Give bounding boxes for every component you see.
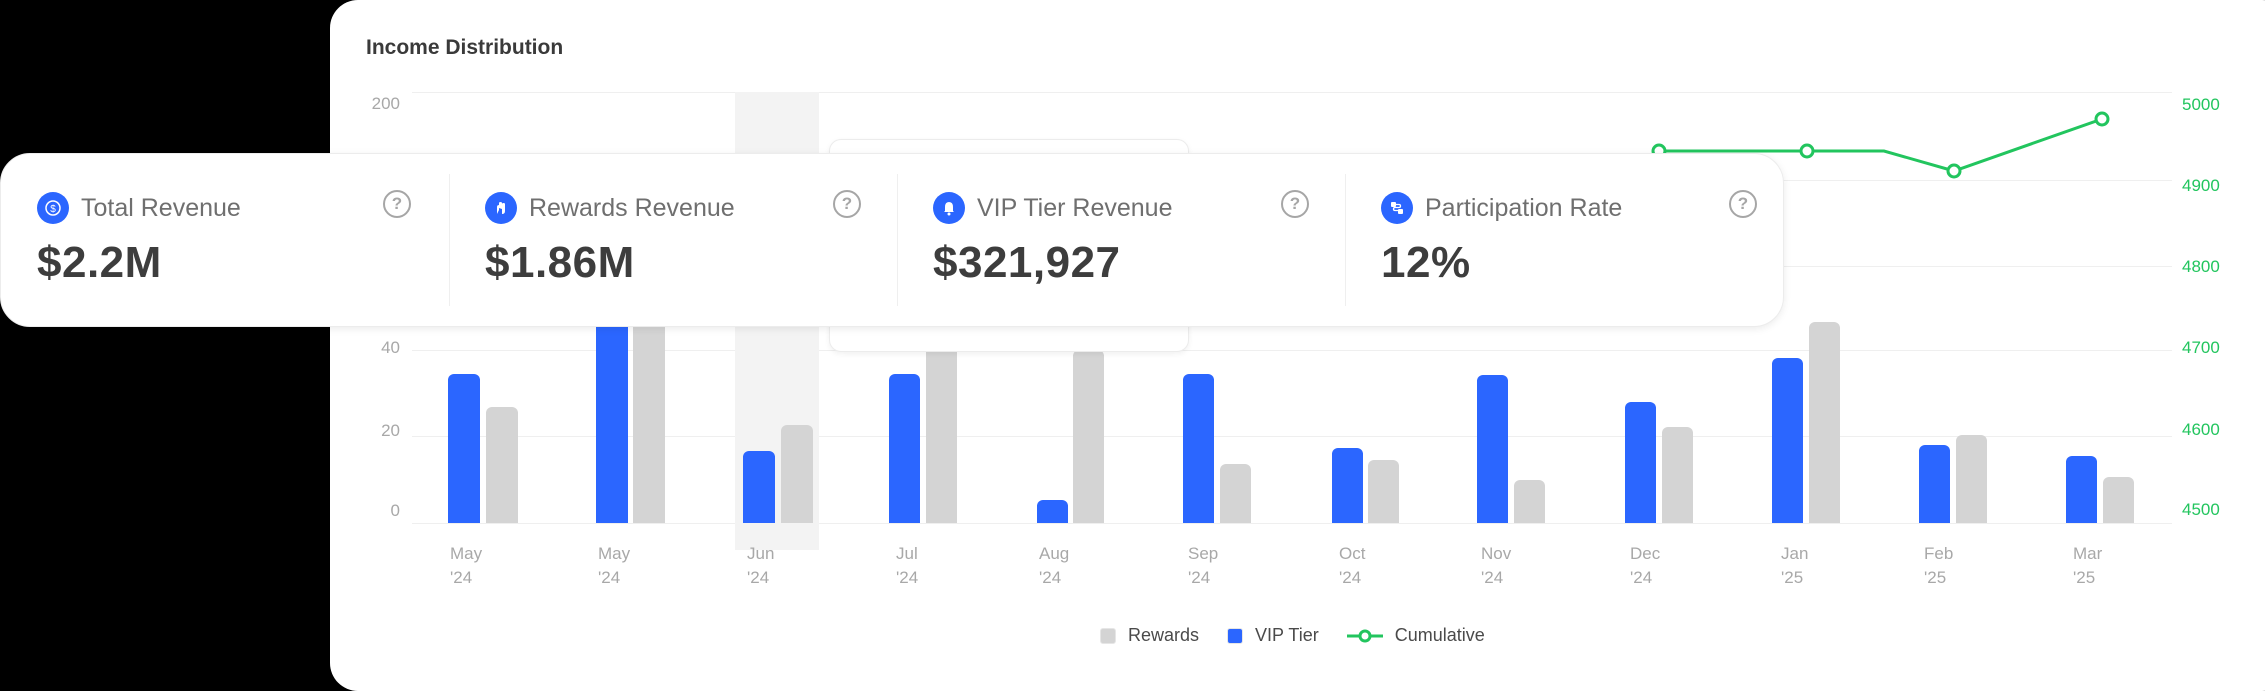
bar-rewards-may24-b[interactable] <box>633 300 665 523</box>
gridline <box>412 350 2172 351</box>
help-icon[interactable]: ? <box>383 190 411 218</box>
rewards-swatch-icon <box>1100 627 1116 644</box>
help-icon[interactable]: ? <box>1281 190 1309 218</box>
bar-rewards-feb25[interactable] <box>1956 435 1987 523</box>
help-icon[interactable]: ? <box>1729 190 1757 218</box>
bar-vip-aug24[interactable] <box>1037 500 1068 523</box>
legend-item-rewards[interactable]: Rewards <box>1100 625 1199 646</box>
stat-value: $2.2M <box>37 238 162 287</box>
y-left-tick: 0 <box>390 501 400 520</box>
x-label: Feb '25 <box>1924 544 1954 587</box>
x-label: Sep '24 <box>1188 544 1219 587</box>
stat-label: Participation Rate <box>1425 193 1623 222</box>
bar-vip-dec24[interactable] <box>1625 402 1656 523</box>
x-label: May '24 <box>598 544 631 587</box>
bar-rewards-jun24[interactable] <box>781 425 813 523</box>
help-icon[interactable]: ? <box>833 190 861 218</box>
bar-vip-mar25[interactable] <box>2066 456 2097 523</box>
y-right-tick: 4500 <box>2182 500 2220 519</box>
bar-rewards-dec24[interactable] <box>1662 427 1693 523</box>
gridline <box>412 523 2172 524</box>
y-right-tick: 4800 <box>2182 257 2220 276</box>
x-label: Aug '24 <box>1039 544 1070 587</box>
svg-text:$: $ <box>50 204 56 215</box>
bar-vip-jun24[interactable] <box>743 451 775 523</box>
bar-rewards-aug24[interactable] <box>1073 350 1104 523</box>
stat-rewards-revenue: Rewards Revenue $1.86M ? <box>449 154 897 326</box>
stat-value: $1.86M <box>485 238 635 287</box>
stat-vip-tier-revenue: VIP Tier Revenue $321,927 ? <box>897 154 1345 326</box>
chart-title: Income Distribution <box>366 36 564 59</box>
gridline <box>412 92 2172 93</box>
x-label: Oct '24 <box>1339 544 1366 587</box>
bar-vip-may24-b[interactable] <box>596 300 628 523</box>
bar-rewards-sep24[interactable] <box>1220 464 1251 523</box>
legend-item-vip-tier[interactable]: VIP Tier <box>1227 625 1319 646</box>
chart-legend: Rewards VIP Tier Cumulative <box>1100 625 1485 646</box>
stat-total-revenue: $ Total Revenue $2.2M ? <box>1 154 449 326</box>
bar-vip-jul24[interactable] <box>889 374 920 523</box>
bar-vip-nov24[interactable] <box>1477 375 1508 523</box>
stat-label: VIP Tier Revenue <box>977 193 1173 222</box>
x-label: Nov '24 <box>1481 544 1512 587</box>
y-left-tick: 40 <box>381 338 400 357</box>
legend-label: Rewards <box>1128 625 1200 645</box>
bar-vip-may24[interactable] <box>448 374 480 523</box>
y-right-tick: 4900 <box>2182 176 2220 195</box>
bar-vip-sep24[interactable] <box>1183 374 1214 523</box>
y-left-tick: 20 <box>381 421 400 440</box>
legend-label: VIP Tier <box>1255 625 1319 645</box>
x-label: Jun '24 <box>747 544 775 587</box>
legend-label: Cumulative <box>1394 625 1485 645</box>
stat-label: Total Revenue <box>81 193 241 222</box>
x-label: Mar '25 <box>2073 544 2103 587</box>
bar-vip-oct24[interactable] <box>1332 448 1363 523</box>
bar-rewards-may24[interactable] <box>486 407 518 523</box>
bar-rewards-jul24[interactable] <box>926 340 957 523</box>
workflow-icon <box>1381 192 1413 224</box>
stat-participation-rate: Participation Rate 12% ? <box>1345 154 1793 326</box>
y-right-tick: 4600 <box>2182 420 2220 439</box>
stats-summary-card: $ Total Revenue $2.2M ? Rewards Revenue … <box>0 153 1784 327</box>
stat-value: 12% <box>1381 238 1471 287</box>
x-label: Dec '24 <box>1630 544 1661 587</box>
vip-tier-swatch-icon <box>1227 627 1244 644</box>
bell-icon <box>933 192 965 224</box>
x-label: Jul '24 <box>896 544 919 587</box>
stat-label: Rewards Revenue <box>529 193 735 222</box>
line-marker-icon <box>1346 629 1383 642</box>
y-right-tick: 5000 <box>2182 95 2220 114</box>
x-label: Jan '25 <box>1781 544 1809 587</box>
dollar-coin-icon: $ <box>37 192 69 224</box>
bar-rewards-nov24[interactable] <box>1514 480 1545 523</box>
bar-rewards-oct24[interactable] <box>1368 460 1399 523</box>
legend-item-cumulative[interactable]: Cumulative <box>1346 625 1485 646</box>
x-label: May '24 <box>450 544 483 587</box>
stat-value: $321,927 <box>933 238 1121 287</box>
y-left-tick: 200 <box>371 94 400 113</box>
bar-vip-jan25[interactable] <box>1772 358 1803 523</box>
bar-rewards-jan25[interactable] <box>1809 322 1840 523</box>
y-right-tick: 4700 <box>2182 338 2220 357</box>
gridline <box>412 436 2172 437</box>
bar-rewards-mar25[interactable] <box>2103 477 2134 523</box>
bar-vip-feb25[interactable] <box>1919 445 1950 523</box>
hand-wave-icon <box>485 192 517 224</box>
